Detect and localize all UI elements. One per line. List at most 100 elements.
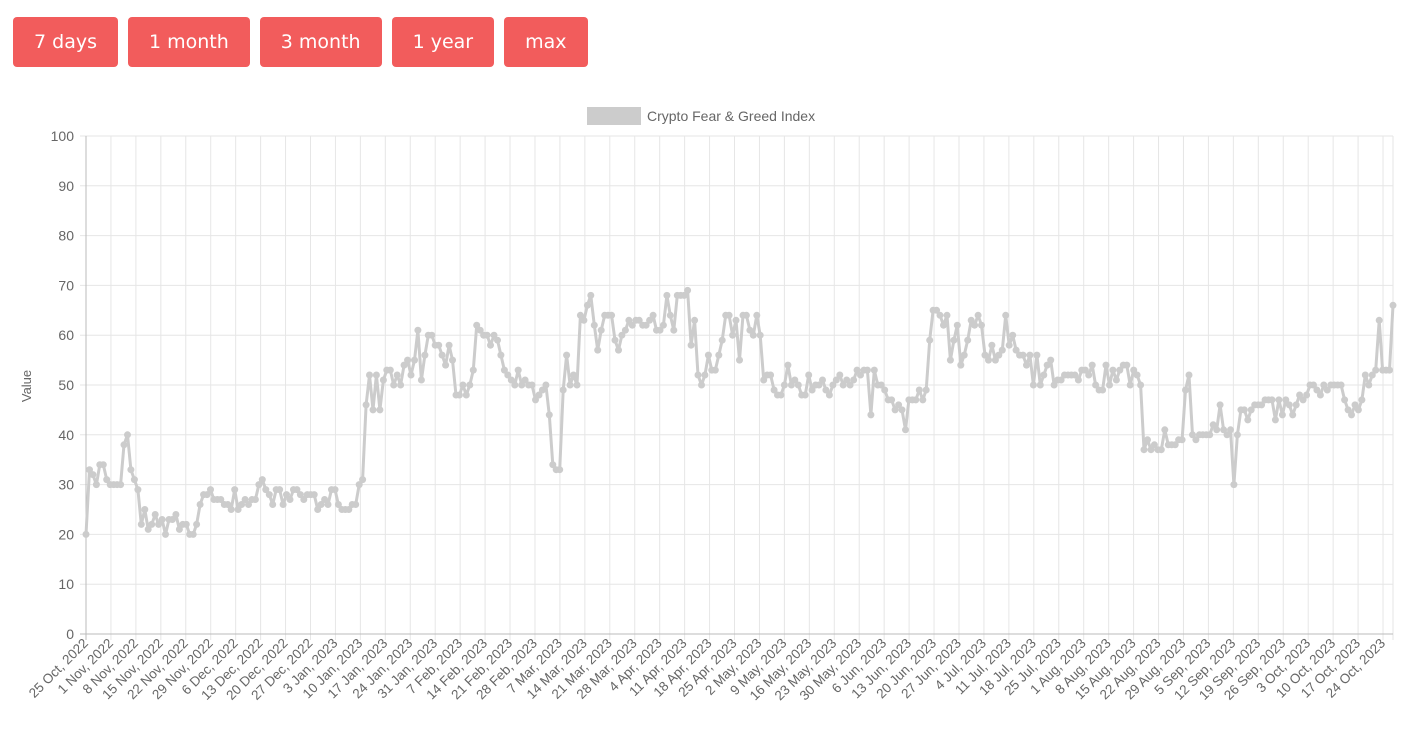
data-point xyxy=(902,426,909,434)
data-point xyxy=(359,476,367,484)
data-point xyxy=(1216,401,1224,409)
data-point xyxy=(400,361,408,369)
data-point xyxy=(995,351,1003,359)
data-point xyxy=(1268,396,1276,404)
data-point xyxy=(922,386,930,394)
data-point xyxy=(532,396,539,404)
y-tick-label: 30 xyxy=(58,477,74,493)
range-1-month-button[interactable]: 1 month xyxy=(127,17,250,67)
data-point xyxy=(974,311,982,319)
data-point xyxy=(542,381,550,389)
data-point xyxy=(621,326,629,334)
data-point xyxy=(466,381,474,389)
data-point xyxy=(276,486,284,494)
data-point xyxy=(912,396,920,404)
data-point xyxy=(1012,346,1020,354)
data-point xyxy=(334,501,342,508)
data-point xyxy=(978,321,985,329)
data-point xyxy=(265,491,273,499)
data-point xyxy=(494,336,501,344)
data-point xyxy=(196,501,204,508)
range-3-month-button[interactable]: 3 month xyxy=(259,17,382,67)
data-point xyxy=(417,376,425,384)
data-point xyxy=(130,476,138,484)
data-point xyxy=(117,481,125,489)
data-point xyxy=(324,501,332,508)
data-point xyxy=(504,371,512,379)
range-7-days-button[interactable]: 7 days xyxy=(13,17,118,67)
data-point xyxy=(846,381,854,389)
data-point xyxy=(538,386,546,394)
data-point xyxy=(103,476,111,484)
data-point xyxy=(1285,401,1293,409)
data-point xyxy=(518,381,526,389)
data-point xyxy=(950,336,958,344)
data-point xyxy=(234,506,242,513)
y-axis-ticks: 0 10 20 30 40 50 60 70 80 90 100 xyxy=(51,128,75,642)
data-point xyxy=(936,311,944,319)
data-point xyxy=(1057,376,1065,384)
y-tick-label: 50 xyxy=(58,377,74,393)
data-point xyxy=(331,486,339,494)
data-point xyxy=(819,376,826,384)
legend[interactable]: Crypto Fear & Greed Index xyxy=(587,107,815,125)
data-point xyxy=(1282,396,1290,404)
data-point xyxy=(857,371,864,379)
data-point xyxy=(1244,416,1252,424)
data-point xyxy=(511,381,519,389)
data-point xyxy=(82,530,90,538)
data-point xyxy=(611,336,619,344)
data-point xyxy=(957,361,965,369)
data-point xyxy=(379,376,387,384)
range-max-button[interactable]: max xyxy=(504,17,588,67)
data-point xyxy=(483,331,491,339)
y-tick-label: 10 xyxy=(58,576,74,592)
data-point xyxy=(1071,371,1079,379)
data-point xyxy=(656,326,664,334)
data-point xyxy=(120,441,128,449)
data-point xyxy=(594,346,602,354)
data-point xyxy=(732,316,740,324)
data-point xyxy=(1050,381,1058,389)
data-point xyxy=(608,311,616,319)
data-point xyxy=(628,321,636,329)
data-point xyxy=(891,406,899,414)
data-point xyxy=(943,311,951,319)
data-point xyxy=(407,371,415,379)
data-point xyxy=(1220,426,1228,434)
data-point xyxy=(1247,406,1255,414)
data-point xyxy=(317,501,325,508)
data-point xyxy=(556,466,564,474)
legend-swatch xyxy=(587,107,641,125)
data-point xyxy=(1233,431,1241,439)
data-point xyxy=(863,366,871,374)
data-point xyxy=(445,341,453,349)
data-point xyxy=(207,486,214,494)
data-point xyxy=(507,376,515,384)
range-1-year-button[interactable]: 1 year xyxy=(391,17,495,67)
data-point xyxy=(1033,351,1041,359)
data-point xyxy=(255,481,263,489)
data-point xyxy=(597,326,605,334)
data-point xyxy=(1026,351,1034,359)
data-point xyxy=(1099,386,1107,394)
y-tick-label: 60 xyxy=(58,327,74,343)
data-point xyxy=(756,331,764,339)
series-points xyxy=(82,286,1397,538)
data-point xyxy=(801,391,809,399)
y-tick-label: 90 xyxy=(58,178,74,194)
data-point xyxy=(1192,436,1200,444)
data-point xyxy=(1092,381,1100,389)
data-point xyxy=(1123,361,1131,369)
data-point xyxy=(449,356,456,364)
data-point xyxy=(1389,301,1397,309)
data-point xyxy=(411,356,418,364)
data-point xyxy=(836,371,844,379)
data-point xyxy=(1320,381,1328,389)
data-point xyxy=(286,496,294,503)
data-point xyxy=(376,406,384,414)
data-point xyxy=(352,501,360,508)
data-point xyxy=(940,321,947,329)
data-point xyxy=(545,411,553,419)
data-point xyxy=(1150,441,1158,449)
